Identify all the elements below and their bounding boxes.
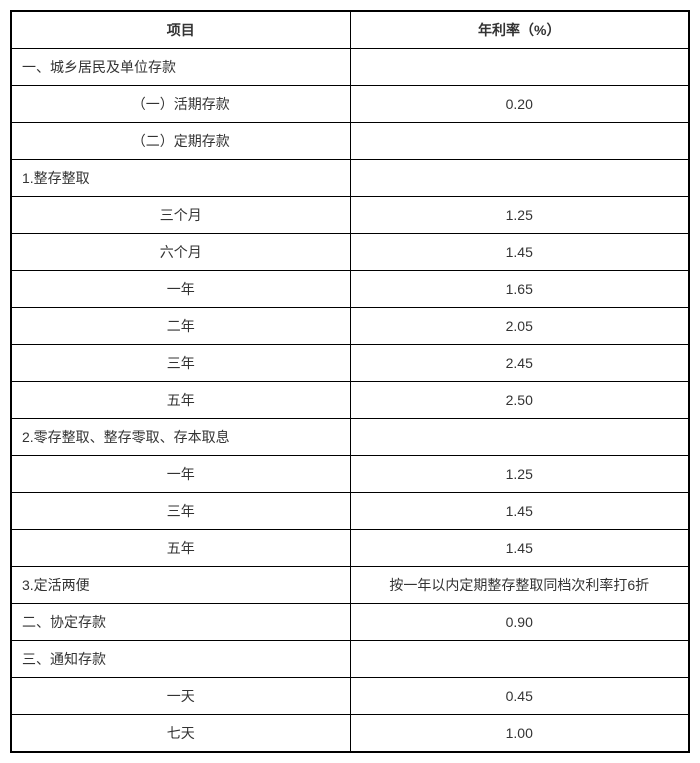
- cell-rate: 1.00: [350, 715, 689, 753]
- interest-rate-table: 项目 年利率（%） 一、城乡居民及单位存款（一）活期存款0.20（二）定期存款1…: [10, 10, 690, 753]
- cell-item: 三年: [11, 493, 350, 530]
- cell-item: 3.定活两便: [11, 567, 350, 604]
- cell-item: 三年: [11, 345, 350, 382]
- cell-item: 六个月: [11, 234, 350, 271]
- cell-rate: 1.65: [350, 271, 689, 308]
- table-row: 一年1.65: [11, 271, 689, 308]
- cell-item: 一年: [11, 456, 350, 493]
- table-row: 三年2.45: [11, 345, 689, 382]
- table-row: 五年2.50: [11, 382, 689, 419]
- header-item: 项目: [11, 11, 350, 49]
- table-row: 五年1.45: [11, 530, 689, 567]
- cell-item: 二、协定存款: [11, 604, 350, 641]
- cell-item: 一年: [11, 271, 350, 308]
- cell-item: 2.零存整取、整存零取、存本取息: [11, 419, 350, 456]
- table-row: 七天1.00: [11, 715, 689, 753]
- table-row: 一年1.25: [11, 456, 689, 493]
- table-row: 2.零存整取、整存零取、存本取息: [11, 419, 689, 456]
- cell-rate: 0.20: [350, 86, 689, 123]
- cell-rate: 0.90: [350, 604, 689, 641]
- cell-item: 一天: [11, 678, 350, 715]
- table-header-row: 项目 年利率（%）: [11, 11, 689, 49]
- cell-item: 五年: [11, 382, 350, 419]
- table-row: 一、城乡居民及单位存款: [11, 49, 689, 86]
- cell-rate: [350, 160, 689, 197]
- table-row: 一天0.45: [11, 678, 689, 715]
- cell-item: 二年: [11, 308, 350, 345]
- cell-rate: [350, 641, 689, 678]
- cell-rate: 1.25: [350, 197, 689, 234]
- table-row: 二年2.05: [11, 308, 689, 345]
- cell-rate: 2.50: [350, 382, 689, 419]
- table-row: 六个月1.45: [11, 234, 689, 271]
- cell-rate: [350, 419, 689, 456]
- cell-rate: 2.05: [350, 308, 689, 345]
- cell-rate: 1.45: [350, 234, 689, 271]
- cell-item: （二）定期存款: [11, 123, 350, 160]
- cell-item: 三个月: [11, 197, 350, 234]
- table-row: （一）活期存款0.20: [11, 86, 689, 123]
- table-body: 一、城乡居民及单位存款（一）活期存款0.20（二）定期存款1.整存整取三个月1.…: [11, 49, 689, 753]
- cell-rate: [350, 49, 689, 86]
- table-row: 三、通知存款: [11, 641, 689, 678]
- table-row: 三个月1.25: [11, 197, 689, 234]
- cell-rate: 按一年以内定期整存整取同档次利率打6折: [350, 567, 689, 604]
- cell-rate: 0.45: [350, 678, 689, 715]
- cell-item: 1.整存整取: [11, 160, 350, 197]
- cell-item: 七天: [11, 715, 350, 753]
- header-rate: 年利率（%）: [350, 11, 689, 49]
- cell-item: 三、通知存款: [11, 641, 350, 678]
- table-row: 二、协定存款0.90: [11, 604, 689, 641]
- cell-rate: 1.25: [350, 456, 689, 493]
- cell-rate: [350, 123, 689, 160]
- cell-rate: 1.45: [350, 530, 689, 567]
- cell-rate: 2.45: [350, 345, 689, 382]
- cell-item: 五年: [11, 530, 350, 567]
- cell-rate: 1.45: [350, 493, 689, 530]
- table-row: 3.定活两便按一年以内定期整存整取同档次利率打6折: [11, 567, 689, 604]
- table-row: （二）定期存款: [11, 123, 689, 160]
- table-row: 1.整存整取: [11, 160, 689, 197]
- table-row: 三年1.45: [11, 493, 689, 530]
- cell-item: （一）活期存款: [11, 86, 350, 123]
- cell-item: 一、城乡居民及单位存款: [11, 49, 350, 86]
